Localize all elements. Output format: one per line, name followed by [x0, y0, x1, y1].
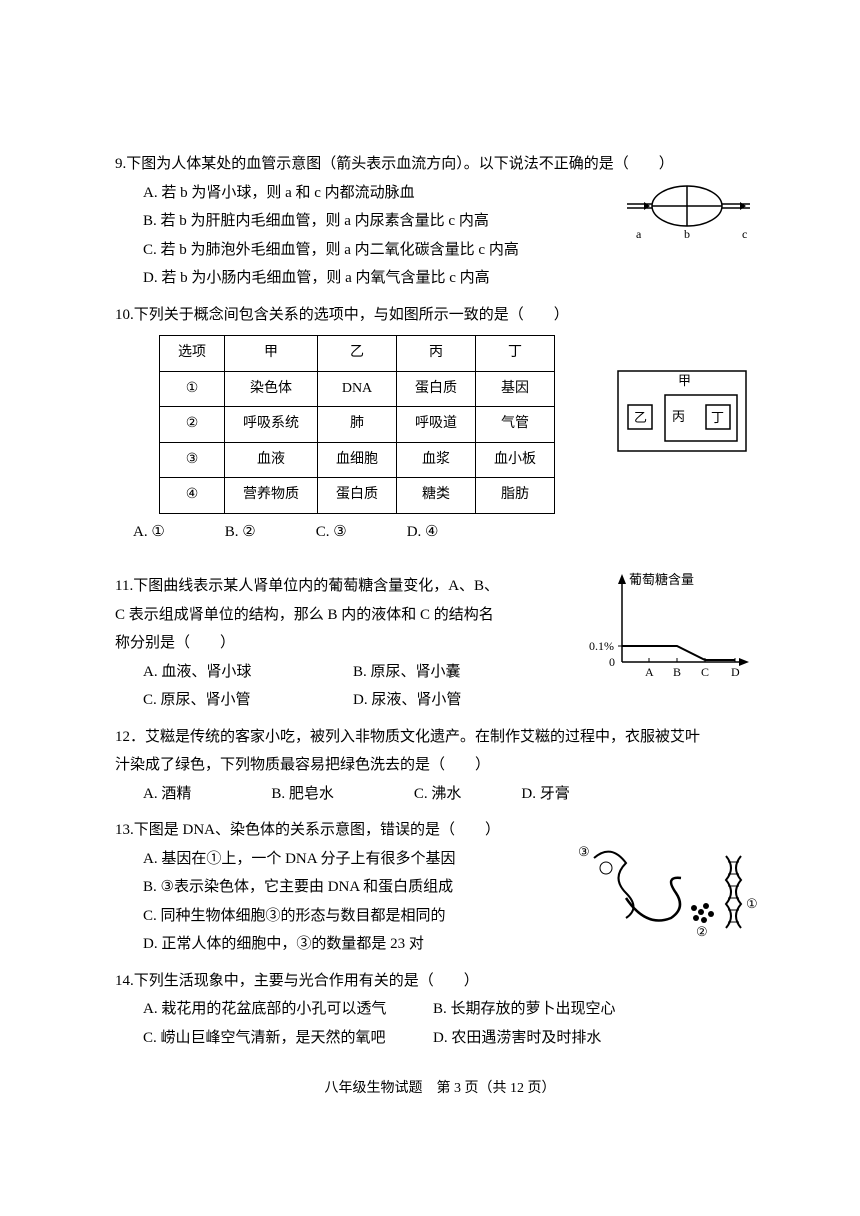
svg-text:0.1%: 0.1%: [589, 639, 614, 653]
q11-opt-a: A. 血液、肾小球: [143, 658, 353, 687]
svg-text:乙: 乙: [634, 410, 647, 425]
th: 丁: [476, 336, 555, 372]
q12-opt-c: C. 沸水: [414, 780, 462, 809]
svg-text:b: b: [684, 227, 690, 241]
svg-text:0: 0: [609, 655, 615, 669]
page-content: 9.下图为人体某处的血管示意图（箭头表示血流方向）。以下说法不正确的是（ ） A…: [0, 0, 860, 1103]
th: 乙: [318, 336, 397, 372]
q11-opt-c: C. 原尿、肾小管: [143, 686, 353, 715]
q12-opt-d: D. 牙膏: [521, 780, 569, 809]
glucose-chart: 葡萄糖含量 0.1% 0 A B C D: [587, 570, 757, 680]
svg-text:葡萄糖含量: 葡萄糖含量: [629, 572, 694, 587]
footer-page: 第 3 页（共 12 页）: [437, 1081, 556, 1096]
svg-text:甲: 甲: [678, 373, 691, 388]
q12-stem1: 12．艾糍是传统的客家小吃，被列入非物质文化遗产。在制作艾糍的过程中，衣服被艾叶: [115, 723, 765, 752]
q11-opt-b: B. 原尿、肾小囊: [353, 658, 461, 687]
question-11: 11.下图曲线表示某人肾单位内的葡萄糖含量变化，A、B、 C 表示组成肾单位的结…: [115, 572, 765, 715]
svg-text:a: a: [636, 227, 642, 241]
th: 甲: [225, 336, 318, 372]
question-12: 12．艾糍是传统的客家小吃，被列入非物质文化遗产。在制作艾糍的过程中，衣服被艾叶…: [115, 723, 765, 809]
question-9: 9.下图为人体某处的血管示意图（箭头表示血流方向）。以下说法不正确的是（ ） A…: [115, 150, 765, 293]
q14-stem: 14.下列生活现象中，主要与光合作用有关的是（ ）: [115, 967, 765, 996]
th: 丙: [397, 336, 476, 372]
q10-opt-c: C. ③: [316, 518, 347, 547]
q10-table: 选项 甲 乙 丙 丁 ①染色体DNA蛋白质基因 ②呼吸系统肺呼吸道气管 ③血液血…: [159, 335, 555, 514]
question-14: 14.下列生活现象中，主要与光合作用有关的是（ ） A. 栽花用的花盆底部的小孔…: [115, 967, 765, 1053]
q9-opt-d: D. 若 b 为小肠内毛细血管，则 a 内氧气含量比 c 内高: [143, 264, 765, 293]
q10-opt-b: B. ②: [225, 518, 256, 547]
svg-text:①: ①: [746, 896, 758, 911]
q10-stem: 10.下列关于概念间包含关系的选项中，与如图所示一致的是（ ）: [115, 301, 765, 330]
q11-opt-d: D. 尿液、肾小管: [353, 686, 461, 715]
svg-text:②: ②: [696, 924, 708, 939]
svg-text:丁: 丁: [711, 410, 724, 425]
svg-text:D: D: [731, 665, 740, 679]
q10-opt-d: D. ④: [407, 518, 439, 547]
q12-opt-b: B. 肥皂水: [271, 780, 334, 809]
svg-text:C: C: [701, 665, 709, 679]
question-10: 10.下列关于概念间包含关系的选项中，与如图所示一致的是（ ） 选项 甲 乙 丙…: [115, 301, 765, 547]
page-footer: 八年级生物试题 第 3 页（共 12 页）: [115, 1076, 765, 1103]
q12-stem2: 汁染成了绿色，下列物质最容易把绿色洗去的是（ ）: [115, 751, 765, 780]
q12-opt-a: A. 酒精: [143, 780, 191, 809]
q10-opt-a: A. ①: [133, 518, 165, 547]
dna-diagram: ③ ② ①: [576, 838, 761, 948]
q14-opt-c: C. 崂山巨峰空气清新，是天然的氧吧: [143, 1024, 433, 1053]
svg-text:c: c: [742, 227, 747, 241]
nest-diagram: 甲 乙 丙 丁: [610, 363, 755, 463]
th: 选项: [160, 336, 225, 372]
svg-text:③: ③: [578, 844, 590, 859]
svg-text:丙: 丙: [672, 409, 685, 424]
footer-title: 八年级生物试题: [325, 1081, 423, 1096]
vessel-diagram: a b c: [622, 166, 757, 241]
q14-opt-a: A. 栽花用的花盆底部的小孔可以透气: [143, 995, 433, 1024]
question-13: 13.下图是 DNA、染色体的关系示意图，错误的是（ ） A. 基因在①上，一个…: [115, 816, 765, 959]
q14-opt-b: B. 长期存放的萝卜出现空心: [433, 995, 616, 1024]
q14-opt-d: D. 农田遇涝害时及时排水: [433, 1024, 601, 1053]
svg-text:A: A: [645, 665, 654, 679]
svg-text:B: B: [673, 665, 681, 679]
